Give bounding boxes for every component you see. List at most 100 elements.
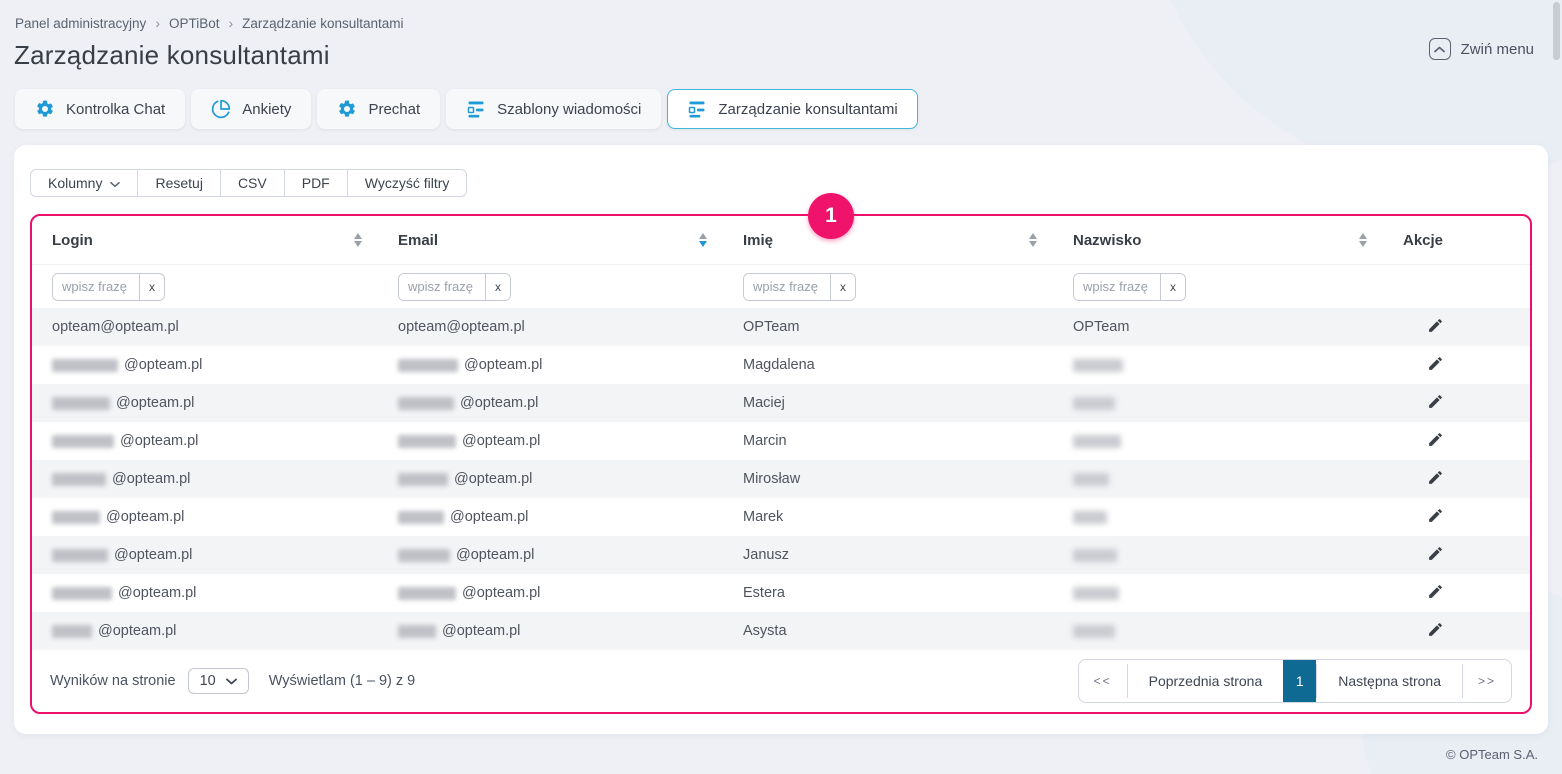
- filter-nazwisko: x: [1073, 272, 1186, 301]
- table-footer: Wyników na stronie 10 Wyświetlam (1 – 9)…: [32, 650, 1530, 712]
- filter-login: x: [52, 272, 165, 301]
- sort-arrows-icon[interactable]: [699, 233, 707, 247]
- pencil-icon: [1427, 317, 1444, 337]
- tab-ankiety[interactable]: Ankiety: [191, 89, 312, 129]
- redacted-text: [398, 510, 444, 524]
- last-page-button[interactable]: >>: [1461, 664, 1511, 698]
- tab-szablony-wiadomo-ci[interactable]: Szablony wiadomości: [446, 89, 662, 129]
- edit-button[interactable]: [1425, 429, 1446, 453]
- redacted-text: [1073, 624, 1115, 638]
- login-cell: @opteam.pl: [32, 623, 378, 639]
- first-name-cell: Marek: [723, 509, 1053, 525]
- email-text: @opteam.pl: [462, 433, 541, 449]
- sort-arrows-icon[interactable]: [1029, 233, 1037, 247]
- first-name-cell: Janusz: [723, 547, 1053, 563]
- tab-zarz-dzanie-konsultantami[interactable]: Zarządzanie konsultantami: [667, 89, 918, 129]
- edit-button[interactable]: [1425, 581, 1446, 605]
- tab-label: Ankiety: [242, 100, 292, 118]
- tab-label: Zarządzanie konsultantami: [718, 100, 898, 118]
- filter-clear-button[interactable]: x: [485, 273, 510, 300]
- results-info: Wyświetlam (1 – 9) z 9: [268, 673, 416, 689]
- page-size-value: 10: [199, 673, 216, 689]
- login-text: @opteam.pl: [98, 623, 177, 639]
- kolumny-button[interactable]: Kolumny: [30, 169, 139, 197]
- column-label: Nazwisko: [1073, 231, 1142, 249]
- actions-cell: [1383, 505, 1530, 529]
- csv-button[interactable]: CSV: [219, 169, 285, 197]
- filter-clear-button[interactable]: x: [139, 273, 164, 300]
- column-header-email: Email: [378, 232, 723, 249]
- login-cell: opteam@opteam.pl: [32, 319, 378, 335]
- edit-button[interactable]: [1425, 391, 1446, 415]
- current-page-button[interactable]: 1: [1283, 660, 1317, 702]
- redacted-text: [52, 396, 110, 410]
- edit-button[interactable]: [1425, 467, 1446, 491]
- email-text: @opteam.pl: [456, 547, 535, 563]
- breadcrumb-item[interactable]: Zarządzanie konsultantami: [242, 15, 404, 31]
- copyright: © OPTeam S.A.: [1446, 747, 1538, 762]
- edit-button[interactable]: [1425, 543, 1446, 567]
- table-filter-row: xxxx: [32, 264, 1530, 308]
- tab-prechat[interactable]: Prechat: [317, 89, 441, 129]
- page-size-select[interactable]: 10: [187, 668, 249, 694]
- redacted-text: [398, 624, 436, 638]
- last-name-cell: [1053, 624, 1383, 638]
- last-name-cell: [1053, 586, 1383, 600]
- sort-up-arrow: [699, 233, 707, 239]
- resetuj-button[interactable]: Resetuj: [137, 169, 221, 197]
- filter-input-imię[interactable]: [744, 273, 830, 300]
- redacted-text: [52, 510, 100, 524]
- first-page-button[interactable]: <<: [1079, 664, 1127, 698]
- edit-button[interactable]: [1425, 315, 1446, 339]
- filter-clear-button[interactable]: x: [1160, 273, 1185, 300]
- actions-cell: [1383, 353, 1530, 377]
- actions-cell: [1383, 543, 1530, 567]
- email-text: @opteam.pl: [464, 357, 543, 373]
- sort-arrows-icon[interactable]: [354, 233, 362, 247]
- scrollbar-thumb[interactable]: [1553, 2, 1560, 60]
- email-text: @opteam.pl: [450, 509, 529, 525]
- edit-button[interactable]: [1425, 619, 1446, 643]
- edit-button[interactable]: [1425, 505, 1446, 529]
- filter-clear-button[interactable]: x: [830, 273, 855, 300]
- pdf-button[interactable]: PDF: [283, 169, 348, 197]
- login-cell: @opteam.pl: [32, 357, 378, 373]
- filter-input-email[interactable]: [399, 273, 485, 300]
- previous-page-button[interactable]: Poprzednia strona: [1126, 664, 1284, 698]
- filter-input-nazwisko[interactable]: [1074, 273, 1160, 300]
- last-name-cell: [1053, 396, 1383, 410]
- breadcrumb-item[interactable]: OPTiBot: [168, 15, 220, 31]
- redacted-text: [1073, 548, 1117, 562]
- email-cell: @opteam.pl: [378, 547, 723, 563]
- redacted-text: [398, 586, 456, 600]
- first-name-cell: OPTeam: [723, 319, 1053, 335]
- table-row: @opteam.pl @opteam.pl Marcin: [32, 422, 1530, 460]
- last-name-text: OPTeam: [1073, 319, 1130, 335]
- collapse-menu-button[interactable]: Zwiń menu: [1428, 38, 1534, 60]
- login-cell: @opteam.pl: [32, 585, 378, 601]
- breadcrumb-item[interactable]: Panel administracyjny: [15, 15, 147, 31]
- pencil-icon: [1427, 355, 1444, 375]
- tab-kontrolka-chat[interactable]: Kontrolka Chat: [15, 89, 186, 129]
- first-name-cell: Magdalena: [723, 357, 1053, 373]
- email-cell: @opteam.pl: [378, 585, 723, 601]
- column-label: Email: [398, 231, 439, 249]
- actions-cell: [1383, 619, 1530, 643]
- edit-button[interactable]: [1425, 353, 1446, 377]
- first-name-text: OPTeam: [743, 319, 800, 335]
- sort-arrows-icon[interactable]: [1359, 233, 1367, 247]
- redacted-text: [1073, 472, 1109, 486]
- form-icon: [687, 99, 707, 119]
- wyczy-filtry-button[interactable]: Wyczyść filtry: [346, 169, 468, 197]
- sort-down-arrow: [354, 241, 362, 247]
- redacted-text: [52, 434, 114, 448]
- tab-label: Szablony wiadomości: [497, 100, 642, 118]
- first-name-text: Magdalena: [743, 357, 815, 373]
- redacted-text: [398, 434, 456, 448]
- filter-cell: x: [723, 272, 1053, 301]
- login-cell: @opteam.pl: [32, 471, 378, 487]
- next-page-button[interactable]: Następna strona: [1316, 664, 1462, 698]
- filter-input-login[interactable]: [53, 273, 139, 300]
- redacted-text: [1073, 586, 1119, 600]
- email-cell: @opteam.pl: [378, 509, 723, 525]
